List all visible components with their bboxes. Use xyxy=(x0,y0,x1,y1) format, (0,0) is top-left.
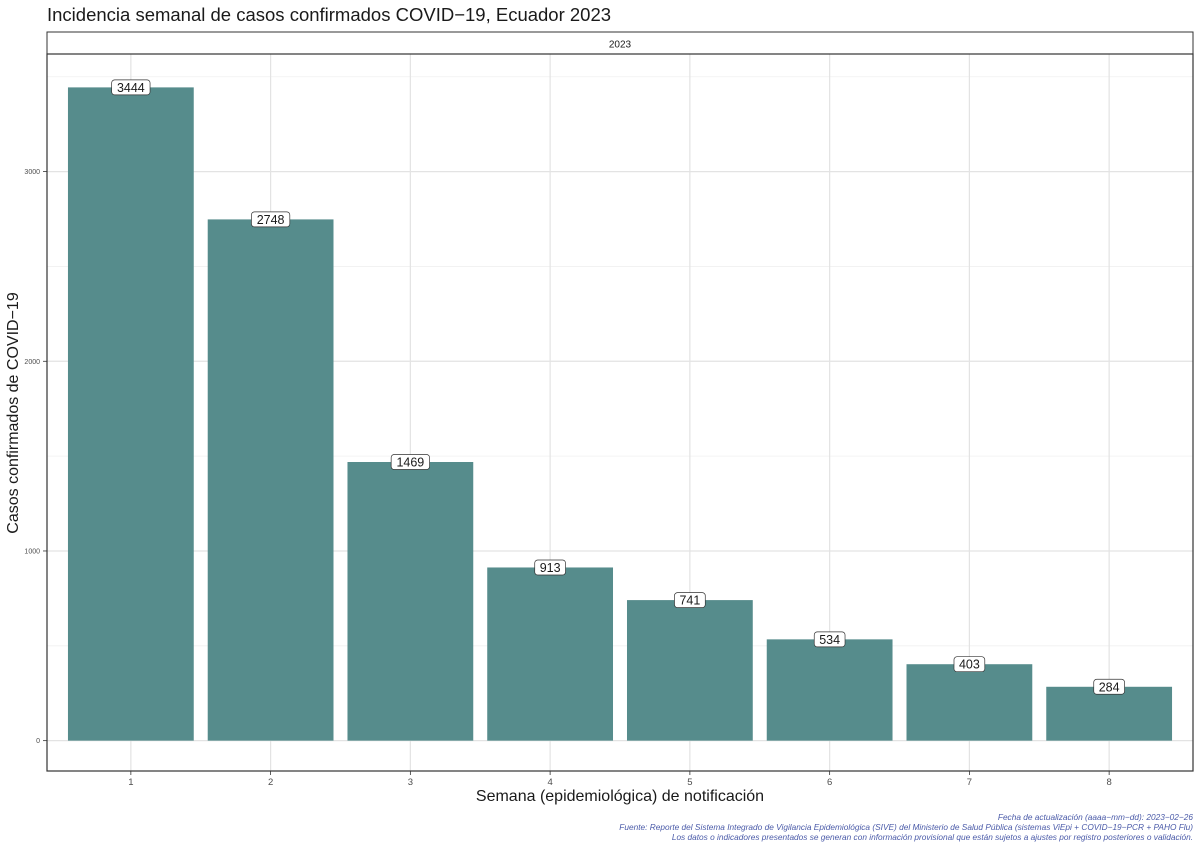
x-tick-label: 3 xyxy=(408,777,413,788)
x-tick-label: 5 xyxy=(687,777,692,788)
data-label-box xyxy=(390,454,430,470)
x-tick-label: 8 xyxy=(1106,777,1111,788)
data-label: 403 xyxy=(959,658,980,672)
bars xyxy=(67,87,1173,741)
plot-panel-border xyxy=(46,53,1194,772)
x-tick-label: 4 xyxy=(547,777,552,788)
data-label: 284 xyxy=(1099,680,1120,694)
x-tick-label: 7 xyxy=(967,777,972,788)
x-tick-label: 1 xyxy=(128,777,133,788)
data-label-box xyxy=(1093,678,1125,695)
y-axis-label: Casos confirmados de COVID−19 xyxy=(5,292,22,534)
bar xyxy=(67,87,194,741)
data-label: 534 xyxy=(819,633,840,647)
data-labels: 3444 2748 1469 913 741 534 403 284 xyxy=(111,79,1125,695)
data-label: 3444 xyxy=(117,81,145,95)
chart-title: Incidencia semanal de casos confirmados … xyxy=(47,4,612,25)
x-axis-label: Semana (epidemiológica) de notificación xyxy=(475,788,765,805)
data-label-box xyxy=(813,631,846,648)
data-label: 913 xyxy=(540,561,561,575)
axis-ticks: 0 1000 2000 3000 1 2 3 4 5 6 7 8 xyxy=(24,169,1111,788)
bar xyxy=(766,639,893,741)
y-tick-label: 3000 xyxy=(24,169,40,176)
data-label-box xyxy=(534,559,566,576)
bar xyxy=(906,664,1033,741)
y-tick-label: 2000 xyxy=(24,359,40,366)
data-label-box xyxy=(674,592,706,608)
x-tick-label: 6 xyxy=(827,777,832,788)
y-tick-label: 1000 xyxy=(24,548,40,555)
bar xyxy=(1046,686,1173,741)
y-tick-label: 0 xyxy=(36,738,40,745)
data-label: 2748 xyxy=(257,213,285,227)
facet-label: 2023 xyxy=(609,40,632,51)
disclaimer-caption: Los datos o indicadores presentados se g… xyxy=(671,832,1193,842)
data-label-box xyxy=(111,79,151,96)
data-label-box xyxy=(251,211,291,228)
x-tick-label: 2 xyxy=(268,777,273,788)
bar xyxy=(207,219,334,741)
update-date-caption: Fecha de actualización (aaaa−mm−dd): 202… xyxy=(997,812,1193,822)
bar xyxy=(347,462,474,741)
data-label-box xyxy=(953,656,986,673)
bar xyxy=(487,567,614,741)
source-caption: Fuente: Reporte del Sistema Integrado de… xyxy=(619,822,1193,832)
data-label: 741 xyxy=(679,594,700,608)
bar xyxy=(626,600,753,741)
data-label: 1469 xyxy=(396,456,424,470)
